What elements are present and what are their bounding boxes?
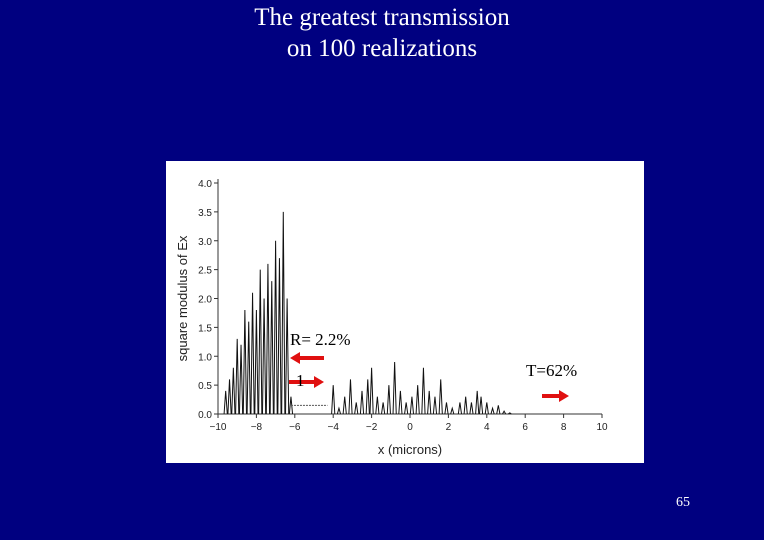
data-peak [421,367,426,415]
data-peak [444,402,449,415]
x-tick-label: 4 [484,422,490,433]
page-number: 65 [676,495,690,510]
y-tick-label: 4.0 [198,179,212,190]
data-peak [432,396,438,415]
data-peak [246,321,251,415]
data-peak [281,211,286,415]
data-peak [285,298,290,415]
y-tick-label: 1.5 [198,323,212,334]
data-peak [354,402,359,415]
data-peak [258,269,263,415]
x-tick-label: −2 [366,422,378,433]
data-peak [457,402,463,415]
data-peak [415,385,420,415]
reflection-arrow-head [290,352,300,364]
data-peak [502,410,507,415]
y-tick-label: 0.0 [198,410,212,421]
data-peak [238,344,244,415]
slide-title: The greatest transmission on 100 realiza… [0,2,764,64]
chart-figure: 0.0 0.5 1.0 1.5 2.0 2.5 3.0 3.5 4.0 −10 −8 −6 −4 −2 0 2… [166,161,644,463]
data-peak [273,240,278,415]
x-axis-label: x (microns) [378,442,442,457]
incident-label: 1 [296,371,305,390]
data-peak [269,281,274,415]
data-peak [365,379,370,415]
y-tick-label: 1.0 [198,352,212,363]
data-peak [381,402,386,415]
data-peak [261,298,267,415]
transmission-arrow-head [559,390,569,402]
data-peak [507,412,512,415]
y-tick-label: 3.5 [198,208,212,219]
data-peak [450,406,455,415]
data-peak [427,390,432,415]
data-peak [348,379,353,415]
data-peak [490,406,495,415]
x-tick-label: 0 [407,422,413,433]
transmission-label: T=62% [526,361,578,380]
data-peak [227,379,232,415]
data-peak [331,385,336,415]
y-tick-label: 2.5 [198,266,212,277]
data-peak [336,406,342,415]
data-peak [409,396,415,415]
data-peak [375,396,380,415]
data-peak [265,263,271,415]
x-tick-label: 2 [446,422,452,433]
data-peak [369,367,374,415]
incident-arrow-head [314,376,324,388]
x-tick-label: 6 [522,422,528,433]
data-peak [398,390,403,415]
data-peak [484,402,489,415]
x-tick-label: 8 [561,422,567,433]
title-line-2: on 100 realizations [286,35,478,62]
chart-svg: 0.0 0.5 1.0 1.5 2.0 2.5 3.0 3.5 4.0 −10 −8 −6 −4 −2 0 2… [175,179,608,457]
data-peak [475,390,480,415]
data-peak [359,390,365,415]
x-tick-label: −10 [210,422,227,433]
data-peak [242,310,247,415]
y-tick-label: 0.5 [198,381,212,392]
x-tick-label: 10 [596,422,608,433]
data-peak [404,402,409,415]
reflection-label: R= 2.2% [290,330,351,349]
data-peak [223,390,228,415]
data-peak [277,258,282,415]
x-tick-label: −4 [327,422,339,433]
data-peak [386,385,391,415]
data-peak [469,402,474,415]
data-peak [254,310,259,415]
data-peak [392,362,397,415]
x-tick-label: −6 [289,422,301,433]
x-tick-label: −8 [251,422,263,433]
title-line-1: The greatest transmission [254,4,510,31]
data-peak [478,396,484,415]
y-tick-label: 3.0 [198,237,212,248]
data-peak [231,367,236,415]
data-peak [438,379,443,415]
data-peak [250,292,255,415]
data-peak [496,405,501,415]
y-axis-label: square modulus of Ex [175,235,190,361]
data-peak [235,338,240,415]
data-peak [463,396,468,415]
y-tick-label: 2.0 [198,295,212,306]
data-peak [288,396,294,415]
data-peak [342,396,347,415]
